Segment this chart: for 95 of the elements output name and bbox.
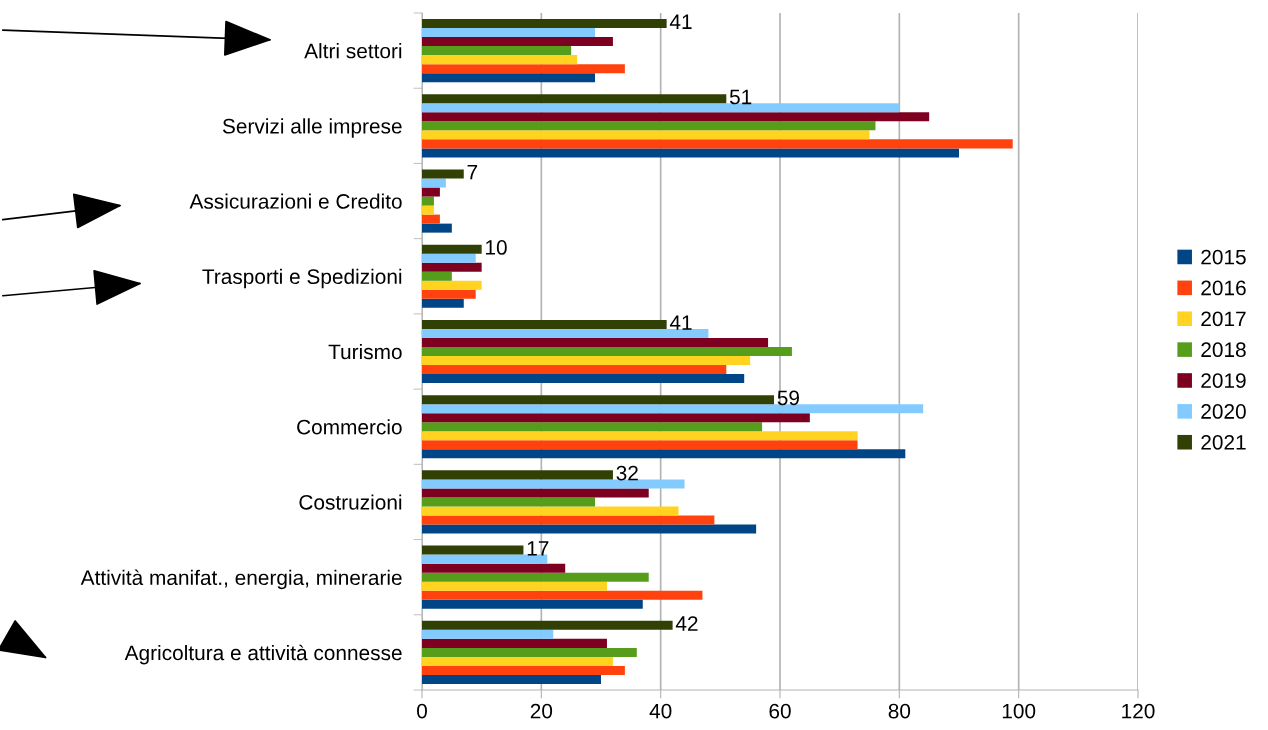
bar (422, 214, 440, 224)
bar (422, 169, 464, 179)
bar (422, 130, 870, 140)
bar (422, 449, 906, 459)
bar (422, 64, 625, 74)
y-tick-label: Attività manifat., energia, minerarie (80, 569, 402, 590)
bar (422, 337, 769, 347)
bar (422, 656, 613, 666)
y-tick-label: Agricoltura e attività connesse (124, 644, 402, 665)
bar (422, 638, 607, 648)
y-tick-label: Turismo (328, 343, 402, 360)
bar (422, 524, 757, 534)
bar (422, 103, 900, 113)
legend-label: 2019 (1201, 373, 1246, 388)
bar (422, 554, 548, 564)
bar (422, 506, 679, 516)
bar (422, 28, 596, 38)
bar (422, 647, 637, 657)
bar (422, 356, 751, 366)
bar (422, 178, 446, 188)
data-label: 32 (616, 465, 638, 481)
bar (422, 121, 876, 131)
legend-label: 2015 (1201, 249, 1246, 265)
bar (422, 479, 685, 489)
bar (422, 205, 434, 215)
data-label: 41 (669, 315, 692, 330)
bar (422, 395, 775, 405)
bar (422, 298, 464, 308)
x-tick-label: 20 (530, 703, 553, 719)
bar (422, 46, 572, 56)
legend-label: 2016 (1201, 280, 1246, 296)
bar (422, 223, 452, 233)
bar (422, 94, 727, 104)
data-label: 17 (527, 541, 549, 556)
bar (422, 563, 566, 573)
y-tick-label: Costruzioni (299, 494, 402, 510)
bar (422, 572, 649, 582)
legend-label: 2021 (1201, 434, 1246, 450)
x-tick-label: 60 (769, 703, 791, 719)
bar (422, 139, 1013, 149)
bar (422, 665, 625, 675)
y-tick-label: Altri settori (304, 43, 402, 59)
bar (422, 271, 452, 281)
bar (422, 440, 858, 450)
bar (422, 244, 482, 254)
data-label: 10 (486, 240, 507, 255)
y-tick-label: Trasporti e Spedizioni (202, 268, 402, 289)
y-tick-label: Assicurazioni e Credito (189, 193, 402, 209)
bar (422, 431, 858, 441)
bar (422, 319, 667, 329)
data-label: 41 (669, 14, 692, 29)
bar (422, 599, 643, 609)
y-tick-label: Servizi alle imprese (222, 118, 402, 138)
bar (422, 280, 482, 290)
bar (422, 674, 601, 684)
bar (422, 590, 703, 600)
bar (422, 196, 434, 206)
bar (422, 470, 613, 480)
bar (422, 148, 959, 158)
bar (422, 581, 607, 591)
data-label: 51 (729, 89, 752, 105)
legend-label: 2018 (1201, 342, 1246, 358)
bar (422, 488, 649, 498)
bar (422, 515, 715, 525)
legend-label: 2017 (1201, 311, 1246, 327)
data-label: 7 (467, 165, 478, 180)
bar (422, 187, 440, 197)
bar (422, 328, 709, 338)
bar (422, 112, 930, 122)
bar (422, 37, 613, 47)
x-tick-label: 120 (1122, 703, 1155, 719)
bar (422, 253, 476, 263)
bar (422, 262, 482, 272)
bar (422, 422, 763, 432)
y-tick-label: Commercio (297, 419, 402, 435)
x-tick-label: 100 (1002, 703, 1036, 719)
x-tick-label: 40 (649, 703, 672, 719)
bar (422, 55, 578, 65)
bar (422, 620, 673, 630)
bar (422, 19, 667, 29)
bar (422, 497, 596, 507)
bar (422, 629, 554, 639)
bar (422, 289, 476, 299)
bar (422, 346, 792, 357)
bar (422, 404, 924, 414)
x-tick-label: 80 (888, 703, 911, 719)
legend-label: 2020 (1201, 404, 1246, 419)
bar (422, 73, 596, 83)
bar (422, 365, 727, 375)
data-label: 59 (777, 390, 799, 406)
bar (422, 374, 745, 384)
x-tick-label: 0 (417, 703, 427, 719)
bar (422, 545, 524, 555)
bar (422, 413, 810, 423)
data-label: 42 (675, 616, 698, 631)
